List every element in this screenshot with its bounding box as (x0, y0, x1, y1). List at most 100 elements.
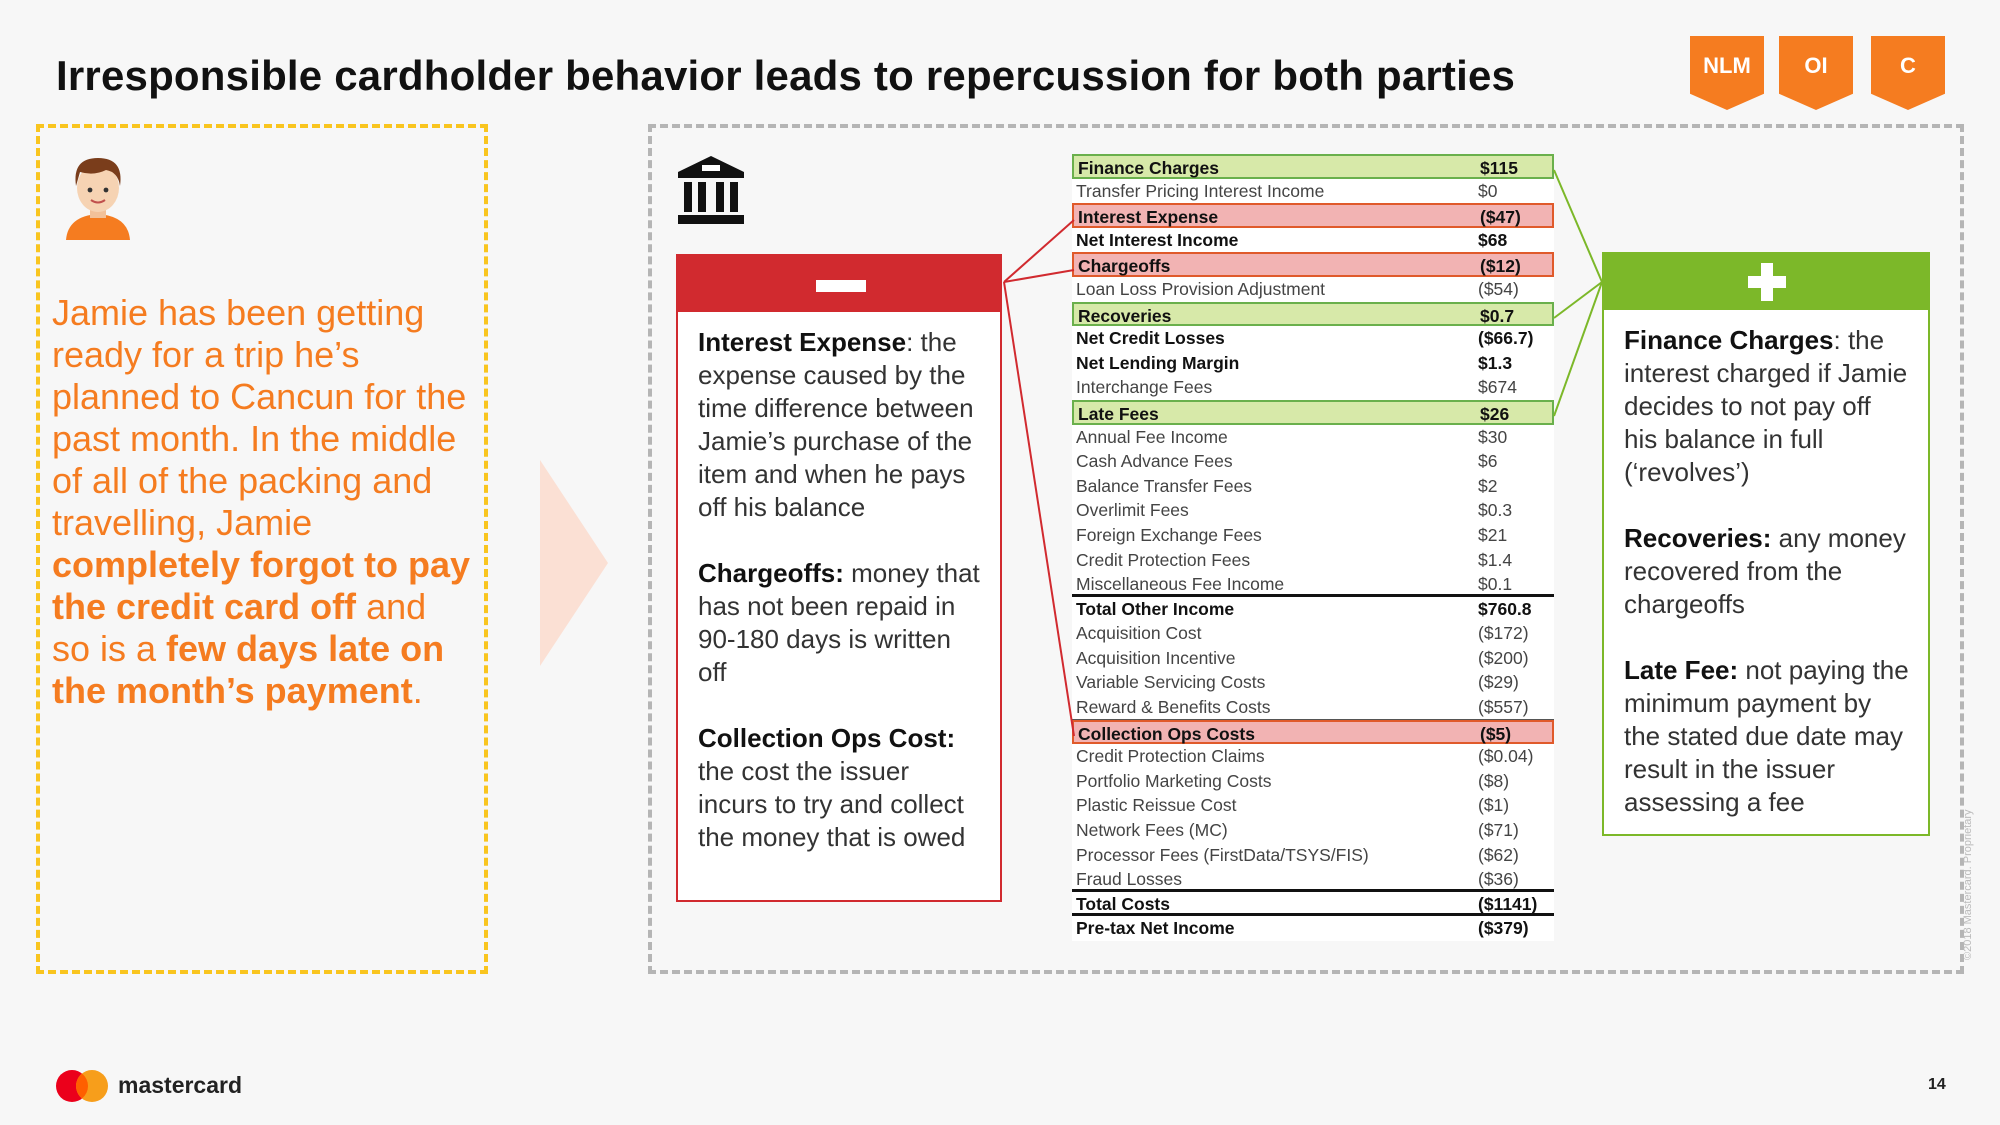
pl-row-label: Total Costs (1076, 893, 1170, 914)
def-interest-expense: Interest Expense: the expense caused by … (698, 327, 974, 522)
pl-row-label: Miscellaneous Fee Income (1076, 574, 1285, 595)
pl-row-label: Collection Ops Costs (1078, 723, 1255, 744)
pl-row-value: ($47) (1480, 207, 1521, 228)
arrow-chevron (540, 460, 608, 666)
pl-row-label: Chargeoffs (1078, 256, 1171, 277)
pl-row: Fraud Losses ($36) (1072, 867, 1554, 892)
pl-row-value: $0.7 (1480, 305, 1515, 326)
pl-row: Variable Servicing Costs ($29) (1072, 670, 1554, 695)
pl-row-label: Acquisition Cost (1076, 623, 1202, 644)
pl-row-value: $1.3 (1478, 352, 1513, 373)
def-chargeoffs: Chargeoffs: money that has not been repa… (698, 558, 980, 687)
bank-icon (678, 156, 744, 224)
pl-row-label: Network Fees (MC) (1076, 820, 1228, 841)
minus-header (678, 256, 1000, 312)
pl-row-label: Annual Fee Income (1076, 426, 1228, 447)
pl-row-value: $6 (1478, 451, 1498, 472)
def-collection-ops: Collection Ops Cost: the cost the issuer… (698, 723, 966, 852)
issuer-box (648, 124, 1964, 974)
pl-row-value: ($0.04) (1478, 746, 1534, 767)
def-finance-charges: Finance Charges: the interest charged if… (1624, 325, 1908, 487)
pl-row-label: Total Other Income (1076, 598, 1235, 619)
pl-row-value: ($557) (1478, 697, 1529, 718)
pl-row-label: Net Interest Income (1076, 229, 1239, 250)
pl-row: Net Credit Losses ($66.7) (1072, 326, 1554, 351)
pl-row-label: Interchange Fees (1076, 377, 1213, 398)
pl-row: Finance Charges $115 (1072, 154, 1554, 179)
pl-row: Interchange Fees $674 (1072, 375, 1554, 400)
pl-row-value: $21 (1478, 524, 1508, 545)
pl-row: Reward & Benefits Costs ($557) (1072, 695, 1554, 720)
pl-statement-table: Finance Charges $115 Transfer Pricing Inte… (1072, 154, 1554, 941)
pl-row: Annual Fee Income $30 (1072, 425, 1554, 450)
pl-row: Overlimit Fees $0.3 (1072, 498, 1554, 523)
pl-row: Network Fees (MC) ($71) (1072, 818, 1554, 843)
pl-row: Pre-tax Net Income ($379) (1072, 916, 1554, 941)
pl-row-value: $68 (1478, 229, 1508, 250)
pl-row-label: Reward & Benefits Costs (1076, 697, 1271, 718)
pl-row-value: ($1) (1478, 795, 1510, 816)
pl-row: Acquisition Incentive ($200) (1072, 646, 1554, 671)
pl-row-value: ($5) (1480, 723, 1512, 744)
pl-row: Late Fees $26 (1072, 399, 1554, 425)
pl-row-label: Foreign Exchange Fees (1076, 524, 1262, 545)
pl-row-value: ($54) (1478, 278, 1519, 299)
pl-row-value: ($379) (1478, 918, 1529, 939)
pl-row: Plastic Reissue Cost ($1) (1072, 793, 1554, 818)
pl-row: Cash Advance Fees $6 (1072, 449, 1554, 474)
pl-row-value: $1.4 (1478, 549, 1513, 570)
pl-row-value: ($66.7) (1478, 328, 1534, 349)
copyright: ©2018 Mastercard. Proprietary (1962, 809, 1974, 960)
pl-row: Loan Loss Provision Adjustment ($54) (1072, 277, 1554, 302)
pl-row-value: ($1141) (1478, 893, 1538, 914)
pl-row-value: ($62) (1478, 844, 1519, 865)
pl-row-value: $2 (1478, 475, 1498, 496)
pl-row: Transfer Pricing Interest Income $0 (1072, 179, 1554, 204)
pl-row-value: $26 (1480, 403, 1510, 424)
pl-row-value: $0.3 (1478, 500, 1513, 521)
pl-row: Miscellaneous Fee Income $0.1 (1072, 572, 1554, 597)
def-recoveries: Recoveries: any money recovered from the… (1624, 523, 1906, 619)
pl-row-value: ($172) (1478, 623, 1529, 644)
pl-row-value: ($200) (1478, 647, 1529, 668)
pl-row: Foreign Exchange Fees $21 (1072, 523, 1554, 548)
pl-row-label: Late Fees (1078, 403, 1159, 424)
pl-row: Total Costs ($1141) (1072, 892, 1554, 917)
pl-row-label: Interest Expense (1078, 207, 1219, 228)
pl-row-label: Finance Charges (1078, 158, 1220, 178)
pl-row-value: ($8) (1478, 770, 1510, 791)
pl-row-label: Credit Protection Fees (1076, 549, 1251, 570)
pl-row-label: Variable Servicing Costs (1076, 672, 1266, 693)
pl-row: Processor Fees (FirstData/TSYS/FIS) ($62) (1072, 843, 1554, 868)
pl-row-label: Loan Loss Provision Adjustment (1076, 278, 1326, 299)
pl-row-label: Pre-tax Net Income (1076, 918, 1235, 939)
mastercard-logo-icon (56, 1070, 108, 1102)
plus-header (1604, 254, 1928, 310)
pl-row-label: Balance Transfer Fees (1076, 475, 1253, 496)
pl-row: Credit Protection Claims ($0.04) (1072, 744, 1554, 769)
story-text: Jamie has been getting ready for a trip … (52, 292, 471, 711)
pl-row-value: $115 (1480, 158, 1518, 178)
pl-row: Balance Transfer Fees $2 (1072, 474, 1554, 499)
pl-row: Net Interest Income $68 (1072, 228, 1554, 253)
pl-row-label: Net Credit Losses (1076, 328, 1225, 349)
pl-row: Acquisition Cost ($172) (1072, 621, 1554, 646)
pl-row-value: ($12) (1480, 256, 1521, 277)
pl-row-value: ($36) (1478, 869, 1519, 890)
tag-nlm: NLM (1690, 36, 1764, 110)
pl-row-label: Processor Fees (FirstData/TSYS/FIS) (1076, 844, 1369, 865)
pl-row-label: Overlimit Fees (1076, 500, 1189, 521)
pl-row: Net Lending Margin $1.3 (1072, 351, 1554, 376)
story-box (36, 124, 488, 974)
person-icon (66, 158, 130, 240)
pl-row-label: Portfolio Marketing Costs (1076, 770, 1272, 791)
costs-card: Interest Expense: the expense caused by … (676, 254, 1002, 902)
pl-row-label: Acquisition Incentive (1076, 647, 1236, 668)
pl-row: Total Other Income $760.8 (1072, 597, 1554, 622)
pl-row-value: ($29) (1478, 672, 1519, 693)
pl-row: Portfolio Marketing Costs ($8) (1072, 769, 1554, 794)
pl-row: Credit Protection Fees $1.4 (1072, 548, 1554, 573)
pl-row-value: ($71) (1478, 820, 1519, 841)
def-late-fee: Late Fee: not paying the minimum payment… (1624, 655, 1909, 817)
pl-row: Recoveries $0.7 (1072, 301, 1554, 327)
